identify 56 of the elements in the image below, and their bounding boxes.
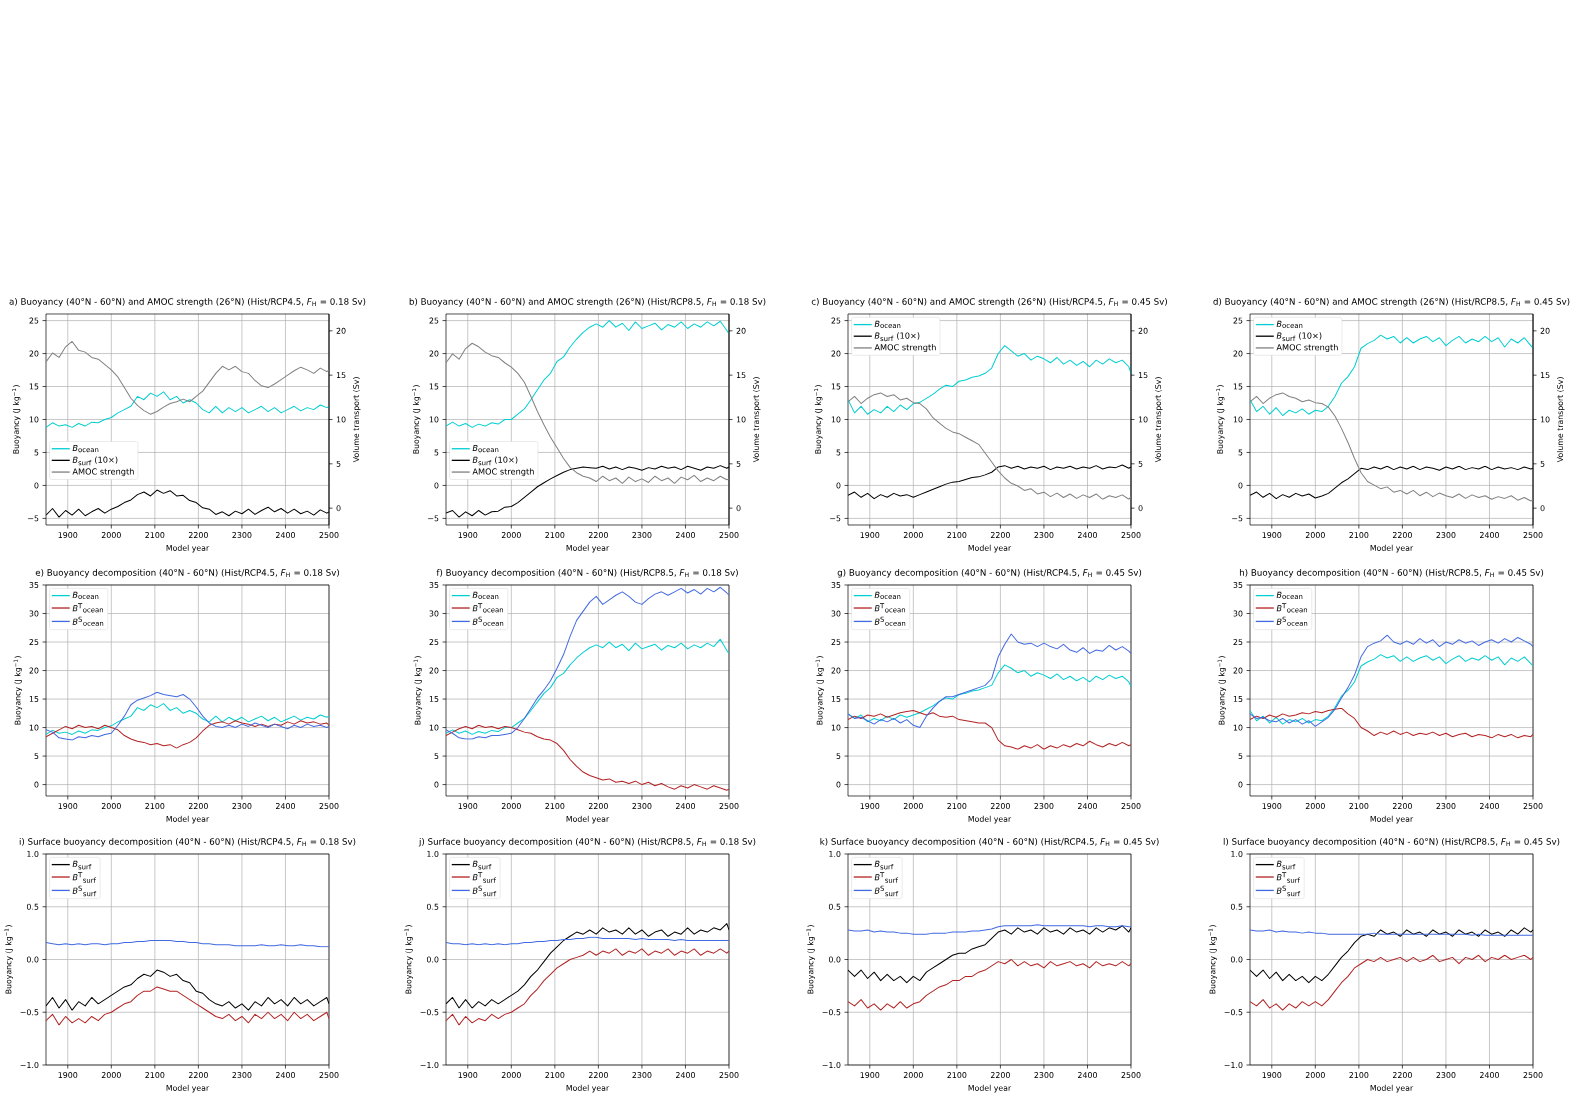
legend-label: B$_{ocean}$	[72, 445, 99, 453]
legend-label: B$_{ocean}$	[72, 591, 99, 600]
line-series	[46, 986, 329, 1026]
chart-title: j) Surface buoyancy decomposition (40°N - 60°N) (Hist/RCP8.5, F$_{H}$ = 0.18 Sv)	[418, 838, 756, 847]
legend-label: B$_{surf}$	[874, 860, 894, 870]
legend-label: B$_{ocean}$	[1276, 591, 1303, 600]
line-series	[46, 720, 329, 749]
line-series	[446, 342, 730, 484]
line-series	[1250, 954, 1534, 1011]
chart-title: e) Buoyancy decomposition (40°N - 60°N) (Hist/RCP4.5, F$_{H}$ = 0.18 Sv)	[35, 569, 339, 578]
chart-title: d) Buoyancy (40°N - 60°N) and AMOC strength (26°N) (Hist/RCP8.5, F$_{H}$ = 0.45 Sv)	[1213, 298, 1570, 307]
line-series	[446, 320, 730, 428]
legend-label: AMOC strength	[1276, 344, 1338, 352]
legend-label: B$^{S}$$_{ocean}$	[874, 616, 906, 626]
line-series	[46, 703, 329, 735]
line-series	[446, 948, 730, 1026]
legend-label: B$^{T}$$_{ocean}$	[1276, 603, 1308, 613]
legend-label: B$_{ocean}$	[472, 445, 499, 453]
legend-label: B$_{surf}$	[1276, 860, 1296, 870]
chart-title: i) Surface buoyancy decomposition (40°N - 60°N) (Hist/RCP4.5, F$_{H}$ = 0.18 Sv)	[19, 838, 356, 847]
legend-label: AMOC strength	[472, 468, 534, 477]
legend-label: B$_{ocean}$	[874, 320, 901, 329]
chart-title: k) Surface buoyancy decomposition (40°N - 60°N) (Hist/RCP4.5, F$_{H}$ = 0.45 Sv)	[820, 838, 1159, 847]
chart-title: c) Buoyancy (40°N - 60°N) and AMOC strength (26°N) (Hist/RCP4.5, F$_{H}$ = 0.45 Sv)	[811, 298, 1167, 307]
line-series	[848, 959, 1132, 1011]
legend-label: B$^{T}$$_{ocean}$	[472, 603, 504, 613]
chart-title: a) Buoyancy (40°N - 60°N) and AMOC strength (26°N) (Hist/RCP4.5, F$_{H}$ = 0.18 Sv)	[9, 298, 366, 307]
chart-title: g) Buoyancy decomposition (40°N - 60°N) (Hist/RCP4.5, F$_{H}$ = 0.45 Sv)	[837, 569, 1142, 578]
line-series	[1250, 334, 1534, 417]
line-series	[1250, 392, 1534, 502]
legend-label: B$_{ocean}$	[1276, 320, 1303, 329]
line-series	[446, 724, 730, 791]
legend-label: B$_{surf}$ (10×)	[472, 456, 518, 466]
legend-label: B$^{S}$$_{ocean}$	[472, 616, 504, 626]
chart-title: b) Buoyancy (40°N - 60°N) and AMOC strength (26°N) (Hist/RCP8.5, F$_{H}$ = 0.18 Sv)	[409, 298, 766, 307]
legend-label: B$^{S}$$_{ocean}$	[72, 616, 104, 626]
legend-label: B$^{S}$$_{ocean}$	[1276, 616, 1308, 626]
legend-label: B$_{ocean}$	[472, 591, 499, 600]
legend-label: B$_{surf}$	[72, 860, 92, 870]
chart-title: h) Buoyancy decomposition (40°N - 60°N) (Hist/RCP8.5, F$_{H}$ = 0.45 Sv)	[1239, 569, 1544, 578]
chart-title: l) Surface buoyancy decomposition (40°N - 60°N) (Hist/RCP8.5, F$_{H}$ = 0.45 Sv)	[1223, 838, 1560, 847]
line-series	[46, 391, 329, 428]
legend-label: B$_{surf}$	[472, 860, 492, 870]
legend-label: B$^{T}$$_{ocean}$	[72, 603, 104, 613]
legend-label: B$_{surf}$ (10×)	[72, 456, 118, 466]
legend-label: B$^{T}$$_{ocean}$	[874, 603, 906, 613]
chart-title: f) Buoyancy decomposition (40°N - 60°N) (Hist/RCP8.5, F$_{H}$ = 0.18 Sv)	[436, 569, 738, 578]
line-series	[1250, 707, 1534, 739]
legend-label: B$_{ocean}$	[874, 591, 901, 600]
line-series	[848, 345, 1132, 415]
legend-label: AMOC strength	[72, 468, 134, 477]
legend-label: AMOC strength	[874, 344, 936, 352]
legend-label: B$_{surf}$ (10×)	[1276, 332, 1322, 342]
line-series	[446, 638, 730, 735]
legend-label: B$_{surf}$ (10×)	[874, 332, 920, 342]
line-series	[1250, 654, 1534, 725]
